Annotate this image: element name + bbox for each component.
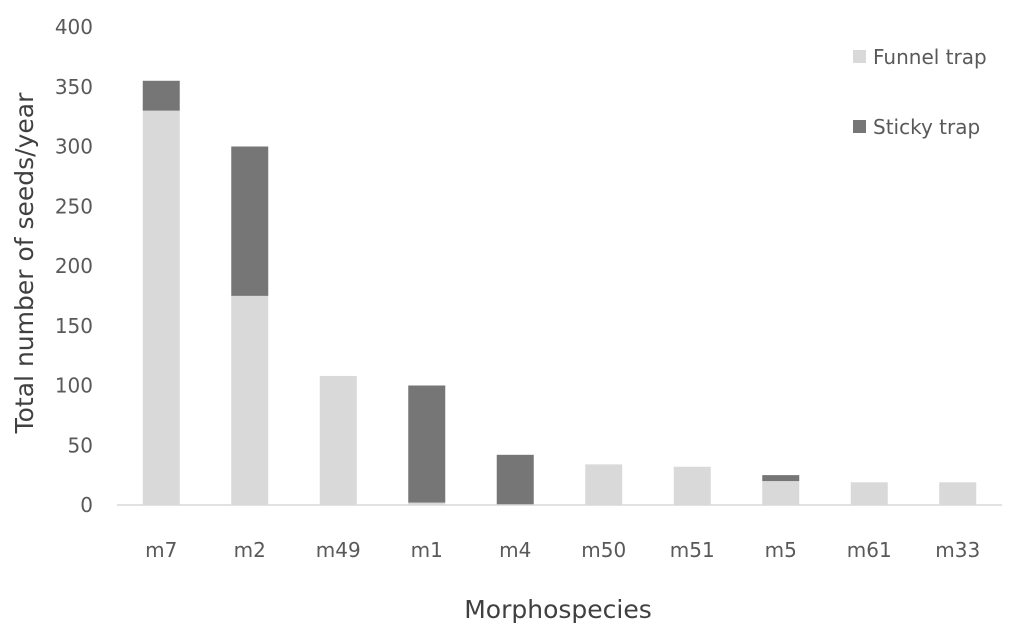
x-tick-label: m7 (145, 538, 177, 562)
bar-m1-funnel-trap (408, 502, 446, 505)
bar-m1-sticky-trap (408, 385, 446, 503)
bar-m4-sticky-trap (496, 454, 534, 505)
y-tick-label: 350 (55, 75, 93, 99)
legend-label: Sticky trap (873, 115, 980, 139)
bar-m50-funnel-trap (585, 464, 623, 505)
legend-swatch (853, 50, 866, 63)
y-axis-ticks: 0 50 100 150 200 250 300 350 400 (55, 15, 93, 517)
legend: Funnel trap Sticky trap (853, 45, 987, 139)
y-tick-label: 50 (68, 433, 93, 457)
y-axis-title: Total number of seeds/year (10, 92, 39, 434)
x-tick-label: m4 (499, 538, 531, 562)
bar-m2-sticky-trap (231, 146, 269, 296)
bar-m7-funnel-trap (142, 110, 180, 506)
x-tick-label: m5 (765, 538, 797, 562)
legend-label: Funnel trap (873, 45, 987, 69)
bar-m7-sticky-trap (142, 80, 180, 111)
x-tick-label: m49 (316, 538, 361, 562)
x-axis-title: Morphospecies (464, 595, 652, 624)
y-tick-label: 300 (55, 135, 93, 159)
y-tick-label: 200 (55, 254, 93, 278)
bar-m49-funnel-trap (319, 375, 357, 505)
x-axis-ticks: m7 m2 m49 m1 m4 m50 m51 m5 m61 m33 (145, 538, 980, 562)
bar-m5-funnel-trap (762, 481, 800, 505)
x-tick-label: m2 (234, 538, 266, 562)
y-tick-label: 250 (55, 194, 93, 218)
x-tick-label: m33 (935, 538, 980, 562)
bars (142, 80, 977, 506)
x-tick-label: m61 (847, 538, 892, 562)
y-tick-label: 400 (55, 15, 93, 39)
bar-m51-funnel-trap (673, 466, 711, 505)
y-tick-label: 0 (80, 493, 93, 517)
x-tick-label: m50 (581, 538, 626, 562)
y-tick-label: 100 (55, 374, 93, 398)
bar-m33-funnel-trap (939, 482, 977, 505)
bar-m61-funnel-trap (850, 482, 888, 505)
x-tick-label: m1 (411, 538, 443, 562)
bar-m2-funnel-trap (231, 295, 269, 505)
y-tick-label: 150 (55, 314, 93, 338)
bar-m5-sticky-trap (762, 475, 800, 482)
x-tick-label: m51 (670, 538, 715, 562)
legend-swatch (853, 120, 866, 133)
